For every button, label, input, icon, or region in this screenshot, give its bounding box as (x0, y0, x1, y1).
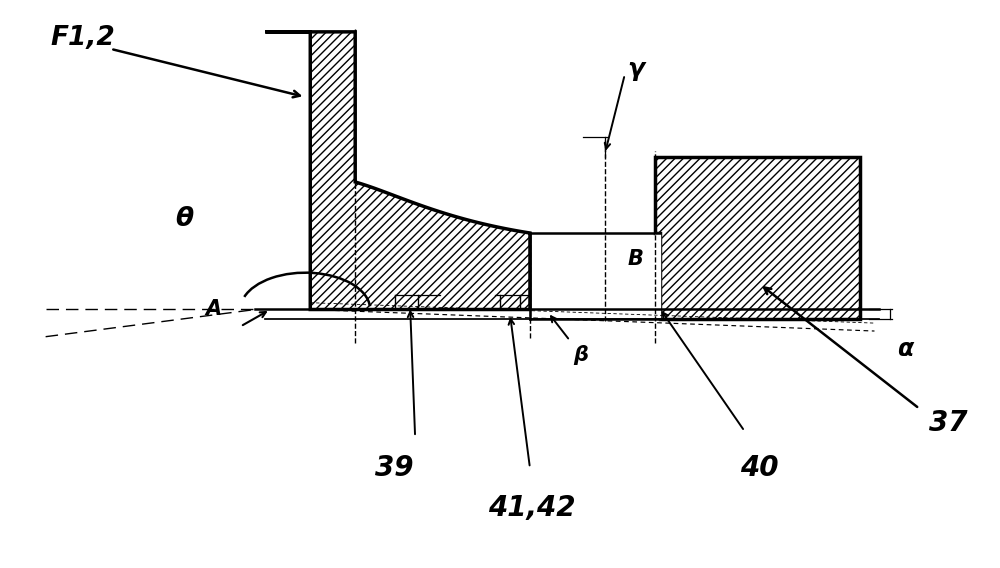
Text: 41,42: 41,42 (488, 494, 576, 522)
Text: A: A (205, 299, 222, 319)
Text: γ: γ (628, 57, 645, 81)
Text: 39: 39 (375, 454, 414, 482)
Text: 40: 40 (740, 454, 778, 482)
Text: 37: 37 (929, 409, 968, 437)
Text: B: B (628, 249, 644, 269)
Text: α: α (897, 337, 914, 361)
Text: β: β (573, 345, 588, 365)
Text: F1,2: F1,2 (51, 24, 115, 51)
Polygon shape (655, 233, 660, 319)
Polygon shape (655, 157, 860, 319)
Polygon shape (265, 32, 530, 310)
Text: θ: θ (175, 206, 194, 232)
